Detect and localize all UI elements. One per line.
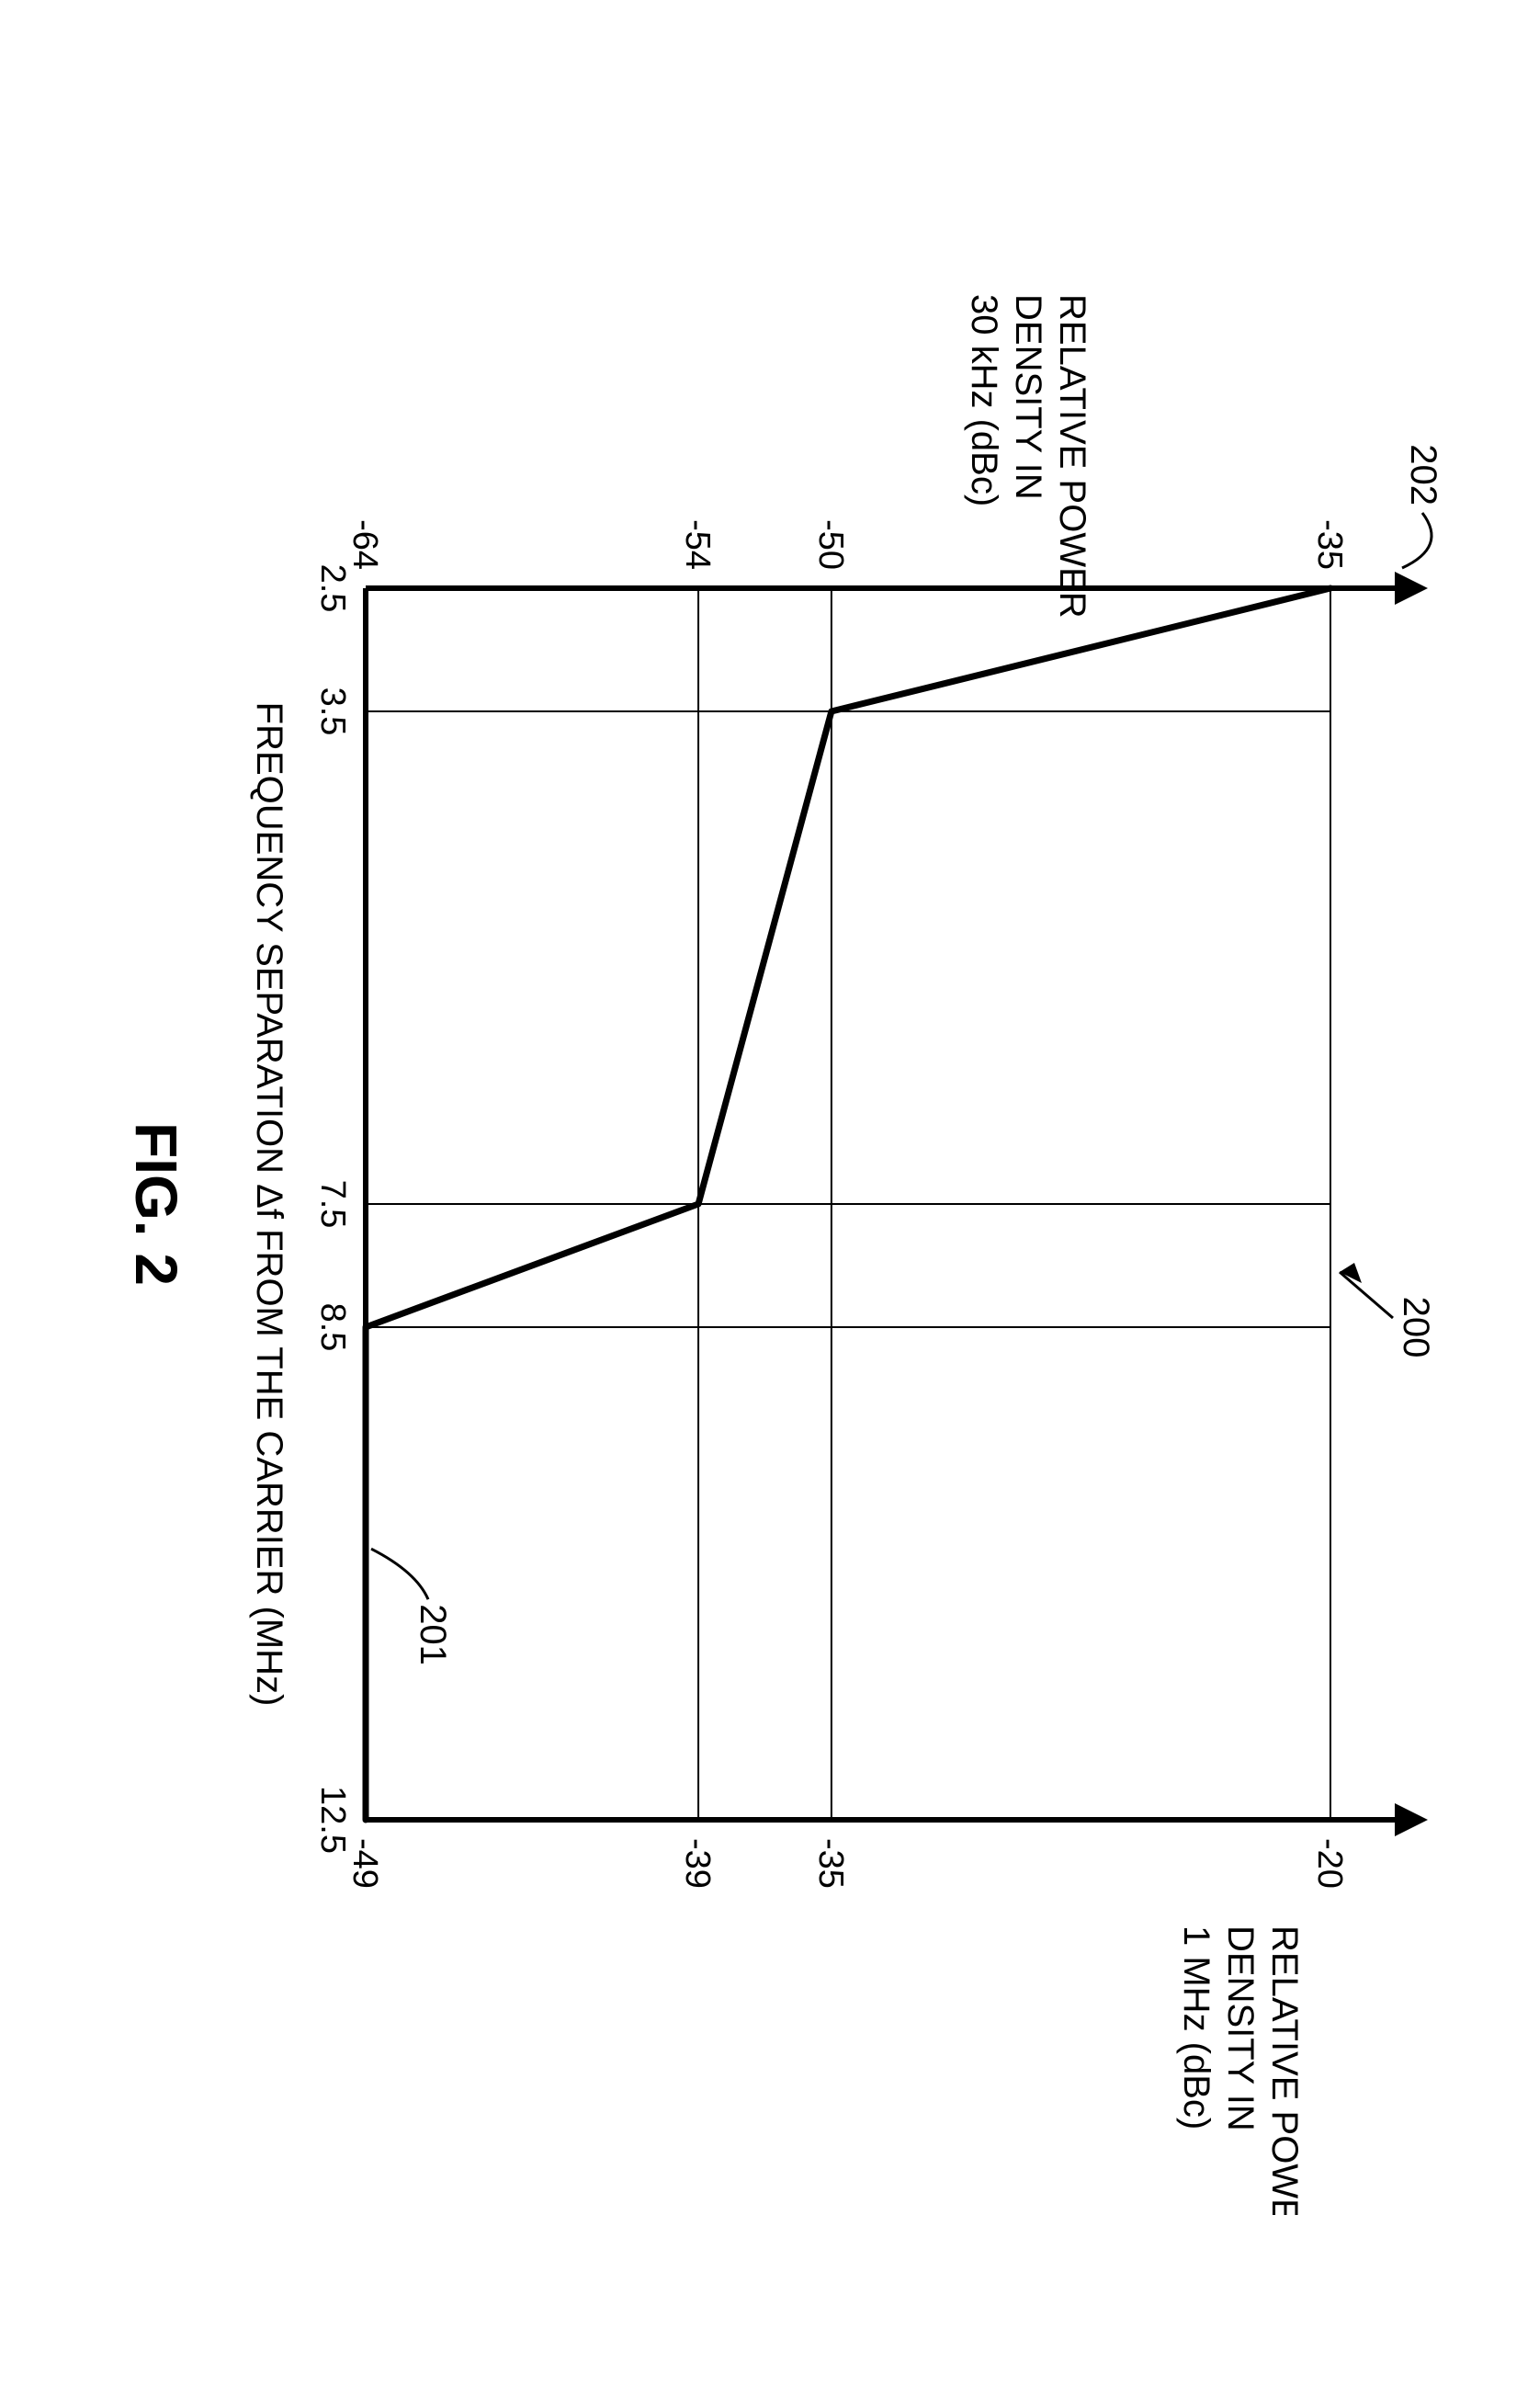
chart-svg: 2.53.57.58.512.5-35-50-54-64-20-35-39-49… xyxy=(81,193,1459,2215)
y-right-axis-label: RELATIVE POWER xyxy=(1264,1925,1305,2215)
y-left-tick-label: -54 xyxy=(678,519,717,570)
ref-label-201: 201 xyxy=(413,1604,453,1665)
ref-label-200: 200 xyxy=(1396,1297,1436,1358)
x-tick-label: 2.5 xyxy=(313,564,352,613)
y-right-tick-label: -35 xyxy=(810,1838,849,1889)
x-tick-label: 8.5 xyxy=(313,1303,352,1352)
y-left-tick-label: -35 xyxy=(1310,519,1349,570)
y-left-axis-label: DENSITY IN xyxy=(1008,294,1048,500)
y-right-axis-label: DENSITY IN xyxy=(1220,1925,1261,2131)
ref-label-202: 202 xyxy=(1403,444,1443,505)
y-right-tick-label: -39 xyxy=(678,1838,717,1889)
y-right-tick-label: -20 xyxy=(1310,1838,1349,1889)
y-left-tick-label: -64 xyxy=(345,519,384,570)
y-right-axis-label: 1 MHz (dBc) xyxy=(1176,1925,1216,2130)
x-tick-label: 7.5 xyxy=(313,1180,352,1229)
x-axis-label: FREQUENCY SEPARATION Δf FROM THE CARRIER… xyxy=(249,702,289,1707)
y-left-tick-label: -50 xyxy=(810,519,849,570)
y-left-axis-label: RELATIVE POWER xyxy=(1052,294,1092,619)
figure-2-chart: 2.53.57.58.512.5-35-50-54-64-20-35-39-49… xyxy=(81,193,1459,2215)
figure-caption: FIG. 2 xyxy=(123,1122,189,1286)
y-left-axis-label: 30 kHz (dBc) xyxy=(964,294,1004,506)
y-right-tick-label: -49 xyxy=(345,1838,384,1889)
x-tick-label: 3.5 xyxy=(313,687,352,736)
